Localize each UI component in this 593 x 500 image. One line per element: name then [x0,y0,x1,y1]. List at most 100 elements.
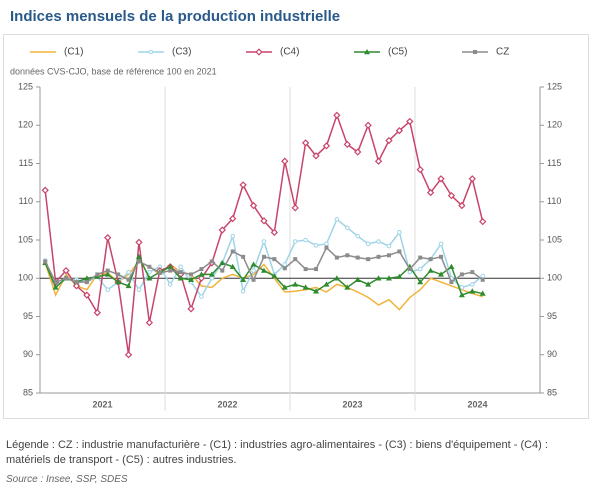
data-point [116,272,121,277]
data-point [199,294,204,299]
legend-marker [364,49,370,55]
y-tick-label: 90 [23,349,33,359]
data-point [447,191,456,200]
data-point [209,275,215,281]
data-point [53,280,58,285]
data-point [292,239,298,244]
data-point [386,243,392,249]
data-point [364,121,372,129]
data-point [365,241,371,247]
data-point [240,288,246,294]
data-point [270,228,279,236]
data-point [406,117,414,126]
data-point [397,230,402,235]
data-point [167,263,174,269]
data-point [354,148,362,156]
data-point [197,274,206,282]
data-point [459,272,464,277]
data-point [282,266,287,271]
data-point [218,226,226,234]
data-point [344,225,350,231]
data-point [416,165,424,174]
data-point [355,233,361,239]
data-point [480,277,485,282]
data-point [62,266,70,275]
data-point [303,267,308,272]
data-point [41,186,49,194]
legend-label: (C1) [64,47,83,58]
data-point [83,291,91,299]
chart-title: Indices mensuels de la production indust… [10,8,340,25]
data-point [291,204,299,212]
subtitle: données CVS-CJO, base de référence 100 e… [10,66,217,76]
data-point [479,217,487,226]
data-point [250,261,257,267]
data-point [418,255,423,260]
data-point [145,318,154,327]
data-point [124,351,133,359]
data-point [312,152,320,160]
data-point [354,276,361,282]
data-point [470,270,475,275]
data-point [52,284,59,290]
y-tick-label: 105 [18,234,33,244]
data-point [293,257,298,262]
data-point [385,136,393,145]
y2-tick-label: 105 [547,234,562,244]
data-point [366,257,371,262]
data-point [208,271,215,277]
footer: Légende : CZ : industrie manufacturière … [6,438,586,487]
data-point [104,234,112,242]
y2-tick-label: 100 [547,273,562,283]
data-point [345,253,350,258]
data-point [136,259,141,264]
data-point [189,272,194,277]
legend-label: (C5) [388,47,407,58]
data-point [437,175,445,183]
data-point [239,181,247,189]
chart: Indices mensuels de la production indust… [3,8,589,419]
data-point [479,290,486,296]
y2-tick-label: 125 [547,81,562,91]
data-point [251,277,256,282]
data-point [126,277,131,282]
y2-tick-label: 115 [547,158,561,168]
x-group-label: 2022 [217,399,237,409]
data-point [147,264,152,269]
data-point [177,275,184,281]
data-point [83,275,90,281]
data-point [396,273,403,279]
y-tick-label: 85 [23,387,33,397]
data-point [198,271,205,277]
data-point [374,157,383,165]
data-point [292,281,299,287]
data-point [480,273,486,279]
data-point [260,217,268,225]
data-point [178,270,183,275]
data-point [355,255,360,260]
data-point [230,249,235,254]
data-point [115,279,122,285]
legend-marker [473,50,477,54]
data-point [438,271,445,277]
data-point [459,285,465,290]
data-point [333,275,340,281]
data-point [343,140,351,149]
data-point [178,264,183,270]
data-point [303,237,308,243]
data-point [241,254,246,259]
data-point [157,270,162,275]
data-point [469,282,475,287]
data-point [427,267,434,273]
data-point [313,243,319,248]
data-point [281,284,288,290]
data-point [229,263,236,269]
data-point [302,284,309,290]
data-point [417,279,424,285]
legend-label: (C4) [280,47,299,58]
data-point [147,269,152,275]
y-tick-label: 95 [23,311,33,321]
y-tick-label: 110 [19,196,33,206]
data-point [168,268,173,273]
series-line [44,254,483,297]
